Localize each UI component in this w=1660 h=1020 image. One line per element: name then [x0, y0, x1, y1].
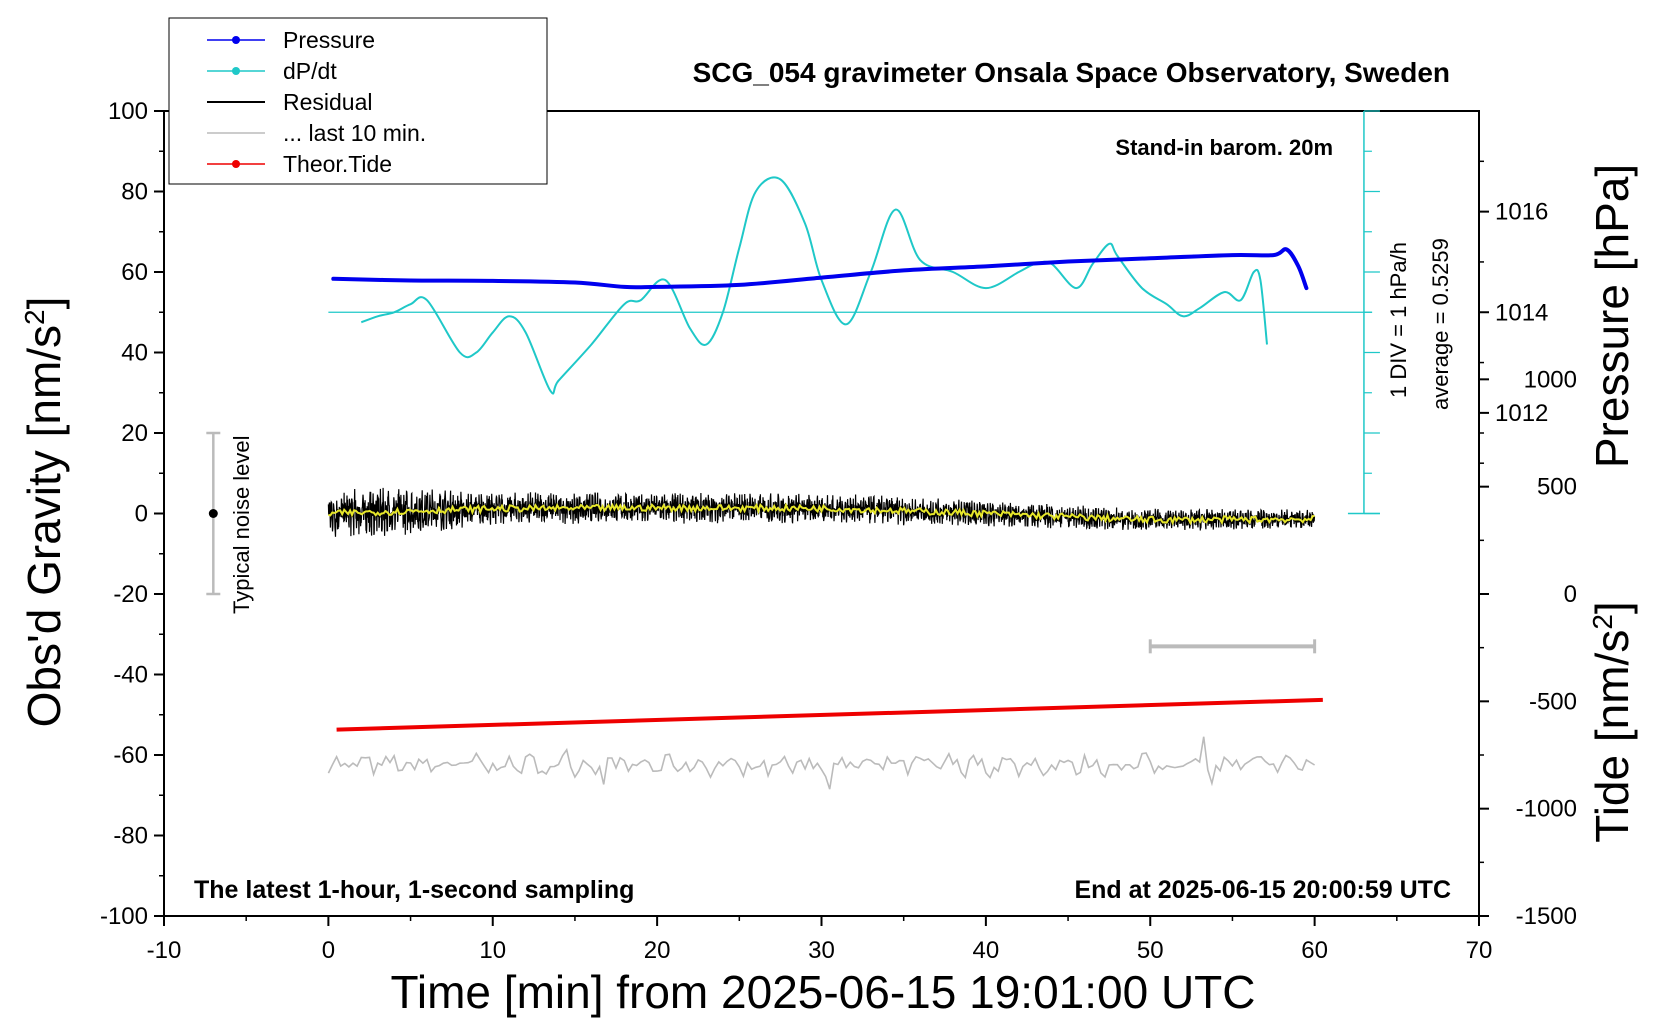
legend-label: dP/dt — [283, 58, 337, 84]
div-label: 1 DIV = 1 hPa/h — [1386, 242, 1411, 398]
y-axis-label-left-main: Obs'd Gravity [nm/s — [18, 325, 70, 727]
y-axis-label-pressure: Pressure [hPa] — [1586, 164, 1638, 468]
legend-marker — [232, 36, 240, 44]
legend-label: Theor.Tide — [283, 151, 392, 177]
x-axis-label: Time [min] from 2025-06-15 19:01:00 UTC — [391, 966, 1256, 1018]
x-tick-label: 20 — [644, 937, 671, 964]
y-tick-label: -40 — [113, 662, 148, 689]
tide-tick-label: 0 — [1564, 581, 1577, 608]
y-tick-label: -20 — [113, 581, 148, 608]
ten-minute-bar — [1148, 639, 1317, 654]
legend-label: ... last 10 min. — [283, 120, 426, 146]
tide-tick-label: 1000 — [1524, 366, 1577, 393]
noise-level-bar — [206, 431, 221, 596]
x-tick-labels: -10 0 10 20 30 40 50 60 70 — [147, 937, 1493, 964]
y-tick-label: 100 — [108, 98, 148, 125]
y-axis-label-left-end: ] — [18, 297, 70, 310]
y-tick-labels: -100 -80 -60 -40 -20 0 20 40 60 80 100 — [100, 98, 148, 930]
chart-title: SCG_054 gravimeter Onsala Space Observat… — [693, 57, 1450, 88]
legend-label: Residual — [283, 89, 373, 115]
y-tick-label: -60 — [113, 742, 148, 769]
y-axis-label-left: Obs'd Gravity [nm/s2] — [18, 297, 70, 728]
tide-tick-label: -500 — [1529, 688, 1577, 715]
y-axis-label-tide-sup: 2 — [1587, 614, 1618, 630]
y-tick-label: 60 — [121, 259, 148, 286]
x-tick-label: 70 — [1466, 937, 1493, 964]
legend: Pressure dP/dt Residual ... last 10 min. The… — [168, 17, 548, 185]
series-last-10-min — [327, 736, 1316, 790]
y-tick-label: 80 — [121, 179, 148, 206]
y-axis-label-left-sup: 2 — [19, 309, 50, 325]
x-tick-label: 0 — [322, 937, 335, 964]
pressure-tick-label: 1016 — [1495, 199, 1548, 226]
series-pressure — [331, 247, 1309, 291]
y-tick-label: 0 — [135, 501, 148, 528]
tide-tick-label: -1000 — [1516, 796, 1577, 823]
x-tick-label: 30 — [808, 937, 835, 964]
pressure-tick-labels: 1012 1014 1016 — [1495, 199, 1548, 427]
pressure-tick-label: 1014 — [1495, 299, 1548, 326]
noise-label: Typical noise level — [229, 435, 254, 614]
end-at-annotation: End at 2025-06-15 20:00:59 UTC — [1074, 876, 1451, 904]
y-tick-label: 40 — [121, 340, 148, 367]
tide-tick-labels: -1500 -1000 -500 0 500 1000 — [1516, 366, 1577, 930]
legend-marker — [232, 160, 240, 168]
axis-ticks — [154, 110, 1489, 926]
x-tick-label: -10 — [147, 937, 182, 964]
tide-tick-label: -1500 — [1516, 903, 1577, 930]
latest-annotation: The latest 1-hour, 1-second sampling — [194, 876, 634, 904]
x-tick-label: 10 — [479, 937, 506, 964]
y-axis-label-tide: Tide [nm/s2] — [1586, 601, 1638, 842]
dpdt-div-axis — [328, 110, 1380, 515]
y-tick-label: 20 — [121, 420, 148, 447]
legend-marker — [232, 67, 240, 75]
y-axis-label-tide-main: Tide [nm/s — [1586, 630, 1638, 843]
legend-label: Pressure — [283, 27, 375, 53]
pressure-tick-label: 1012 — [1495, 400, 1548, 427]
series-theor-tide — [336, 697, 1323, 732]
average-label: average = 0.5259 — [1428, 238, 1453, 410]
y-axis-label-tide-end: ] — [1586, 601, 1638, 614]
series-residual-smoothed — [328, 502, 1315, 526]
tide-tick-label: 500 — [1537, 474, 1577, 501]
x-tick-label: 40 — [973, 937, 1000, 964]
noise-bar-dot — [208, 509, 218, 518]
x-tick-label: 50 — [1137, 937, 1164, 964]
series-layer — [327, 176, 1323, 790]
x-tick-label: 60 — [1301, 937, 1328, 964]
barometer-annotation: Stand-in barom. 20m — [1115, 135, 1333, 160]
y-tick-label: -80 — [113, 823, 148, 850]
y-tick-label: -100 — [100, 903, 148, 930]
series-dpdt — [360, 176, 1268, 395]
